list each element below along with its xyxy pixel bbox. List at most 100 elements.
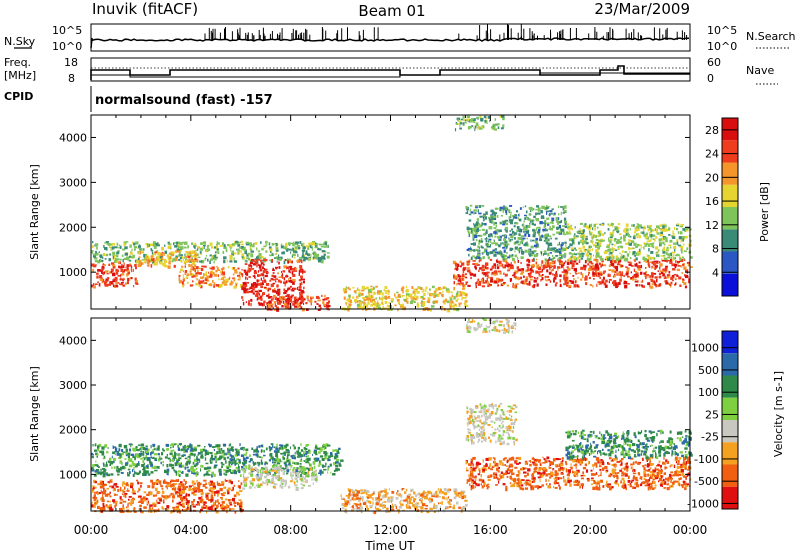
range-gate-cell — [102, 279, 105, 283]
range-gate-cell — [158, 491, 161, 494]
range-gate-cell — [185, 259, 189, 263]
range-gate-cell — [476, 218, 480, 221]
range-gate-cell — [485, 262, 489, 266]
range-gate-cell — [203, 273, 205, 277]
range-gate-cell — [196, 458, 199, 461]
range-gate-cell — [145, 457, 147, 460]
range-gate-cell — [124, 494, 127, 498]
velocity-data — [91, 318, 693, 515]
range-gate-cell — [202, 483, 206, 487]
range-gate-cell — [334, 469, 338, 472]
range-gate-cell — [114, 447, 118, 450]
range-gate-cell — [257, 250, 261, 253]
range-gate-cell — [220, 272, 222, 276]
range-gate-cell — [501, 278, 504, 282]
range-gate-cell — [379, 290, 382, 293]
range-gate-cell — [576, 231, 579, 233]
range-gate-cell — [206, 510, 207, 514]
range-gate-cell — [651, 266, 654, 269]
range-gate-cell — [462, 292, 466, 295]
range-gate-cell — [320, 471, 324, 474]
range-gate-cell — [487, 116, 491, 119]
range-gate-cell — [291, 254, 294, 258]
range-gate-cell — [505, 247, 508, 250]
range-gate-cell — [676, 241, 679, 245]
range-gate-cell — [398, 300, 400, 304]
range-gate-cell — [523, 220, 525, 223]
range-gate-cell — [369, 296, 372, 299]
range-gate-cell — [578, 259, 581, 263]
range-gate-cell — [479, 229, 481, 232]
range-gate-cell — [664, 243, 666, 246]
range-gate-cell — [665, 280, 668, 284]
range-gate-cell — [442, 290, 444, 293]
range-gate-cell — [236, 491, 239, 495]
range-gate-cell — [94, 253, 98, 256]
range-gate-cell — [410, 295, 412, 300]
range-gate-cell — [633, 268, 636, 272]
range-gate-cell — [625, 272, 629, 276]
range-gate-cell — [459, 123, 461, 127]
range-gate-cell — [613, 265, 616, 268]
scatter-region — [241, 258, 306, 307]
range-gate-cell — [658, 275, 662, 279]
range-gate-cell — [670, 252, 672, 256]
range-gate-cell — [231, 243, 236, 246]
range-gate-cell — [214, 464, 217, 469]
range-gate-cell — [221, 463, 225, 466]
range-gate-cell — [229, 501, 232, 506]
range-gate-cell — [578, 272, 580, 274]
range-gate-cell — [260, 295, 262, 298]
range-gate-cell — [576, 284, 579, 288]
range-gate-cell — [166, 448, 169, 451]
range-gate-cell — [231, 252, 234, 255]
range-gate-cell — [243, 448, 245, 452]
range-gate-cell — [564, 252, 567, 256]
range-gate-cell — [132, 488, 134, 491]
range-gate-cell — [197, 452, 201, 455]
range-gate-cell — [233, 471, 236, 473]
range-gate-cell — [363, 298, 367, 301]
range-gate-cell — [270, 303, 274, 306]
range-gate-cell — [669, 284, 671, 286]
range-gate-cell — [183, 246, 187, 249]
range-gate-cell — [210, 494, 213, 498]
range-gate-cell — [467, 284, 471, 287]
range-gate-cell — [556, 228, 559, 230]
range-gate-cell — [105, 463, 108, 467]
range-gate-cell — [525, 277, 529, 280]
range-gate-cell — [234, 271, 238, 274]
range-gate-cell — [370, 287, 374, 291]
range-gate-cell — [630, 247, 633, 250]
range-gate-cell — [517, 247, 520, 251]
range-gate-cell — [568, 285, 570, 288]
range-gate-cell — [522, 237, 526, 240]
range-gate-cell — [113, 457, 116, 462]
range-gate-cell — [178, 502, 181, 506]
freq-tick-bottom: 8 — [68, 72, 75, 85]
range-gate-cell — [243, 287, 247, 291]
range-gate-cell — [178, 276, 181, 280]
range-gate-cell — [97, 483, 100, 486]
range-gate-cell — [223, 472, 225, 475]
range-gate-cell — [492, 123, 496, 127]
range-gate-cell — [134, 277, 137, 281]
range-gate-cell — [276, 462, 281, 465]
range-gate-cell — [173, 258, 177, 262]
range-gate-cell — [318, 243, 322, 246]
range-gate-cell — [235, 448, 237, 451]
range-gate-cell — [558, 248, 561, 250]
range-gate-cell — [118, 448, 121, 452]
range-gate-cell — [166, 505, 170, 509]
range-gate-cell — [220, 461, 223, 464]
range-gate-cell — [298, 273, 300, 277]
range-gate-cell — [289, 464, 293, 467]
range-gate-cell — [311, 467, 313, 470]
range-gate-cell — [457, 119, 459, 122]
range-gate-cell — [226, 452, 228, 456]
range-gate-cell — [235, 284, 237, 288]
range-gate-cell — [289, 468, 291, 471]
range-gate-cell — [175, 505, 179, 509]
range-gate-cell — [278, 254, 280, 257]
range-gate-cell — [557, 266, 561, 269]
